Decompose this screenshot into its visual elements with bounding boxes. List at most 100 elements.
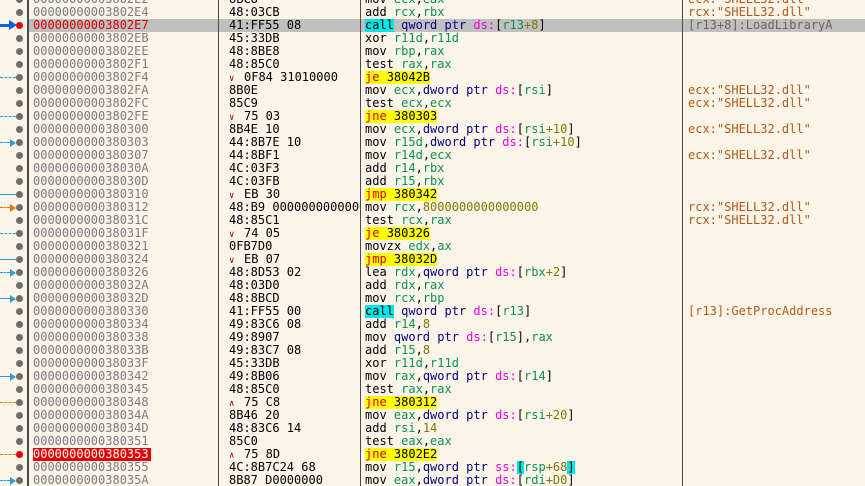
comment-cell[interactable] [683,175,865,188]
bytes-cell[interactable]: 44:8B7E 10 [219,136,361,149]
disasm-row[interactable]: 000000000038032D 48:8BCD mov rcx,rbp [0,292,865,305]
breakpoint-gutter[interactable] [0,149,29,162]
address-cell[interactable]: 0000000000380338 [29,331,219,344]
instruction-cell[interactable]: je 38042B [361,71,683,84]
breakpoint-slot-icon[interactable] [16,48,23,55]
comment-cell[interactable] [683,318,865,331]
comment-cell[interactable] [683,396,865,409]
instruction-cell[interactable]: add r15,8 [361,344,683,357]
bytes-cell[interactable]: 48:85C0 [219,58,361,71]
address-cell[interactable]: 000000000038030D [29,175,219,188]
breakpoint-slot-icon[interactable] [16,9,23,16]
address-cell[interactable]: 0000000000380321 [29,240,219,253]
bytes-cell[interactable]: 49:83C7 08 [219,344,361,357]
instruction-cell[interactable]: lea rdx,qword ptr ds:[rbx+2] [361,266,683,279]
address-cell[interactable]: 000000000038032D [29,292,219,305]
breakpoint-gutter[interactable] [0,227,29,240]
comment-cell[interactable] [683,266,865,279]
comment-cell[interactable] [683,370,865,383]
disasm-row[interactable]: 00000000003802F1 48:85C0 test rax,rax [0,58,865,71]
breakpoint-slot-icon[interactable] [16,74,23,81]
breakpoint-gutter[interactable] [0,318,29,331]
comment-cell[interactable] [683,45,865,58]
breakpoint-gutter[interactable] [0,448,29,461]
breakpoint-slot-icon[interactable] [16,373,23,380]
breakpoint-gutter[interactable] [0,32,29,45]
breakpoint-gutter[interactable] [0,279,29,292]
breakpoint-gutter[interactable] [0,58,29,71]
breakpoint-dot-icon[interactable] [16,451,23,458]
bytes-cell[interactable]: 48:83C6 14 [219,422,361,435]
instruction-cell[interactable]: je 380326 [361,227,683,240]
comment-cell[interactable] [683,344,865,357]
breakpoint-slot-icon[interactable] [16,152,23,159]
address-cell[interactable]: 0000000000380345 [29,383,219,396]
address-cell[interactable]: 00000000003802FA [29,84,219,97]
address-cell[interactable]: 0000000000380307 [29,149,219,162]
breakpoint-gutter[interactable] [0,84,29,97]
instruction-cell[interactable]: mov qword ptr ds:[r15],rax [361,331,683,344]
disasm-row[interactable]: 000000000038031C 48:85C1 test rcx,rax rcx:"… [0,214,865,227]
instruction-cell[interactable]: mov rcx,rbp [361,292,683,305]
instruction-cell[interactable]: jne 3802E2 [361,448,683,461]
comment-cell[interactable] [683,32,865,45]
address-cell[interactable]: 0000000000380342 [29,370,219,383]
bytes-cell[interactable]: 4C:03F3 [219,162,361,175]
address-cell[interactable]: 0000000000380312 [29,201,219,214]
bytes-cell[interactable]: 48:03D0 [219,279,361,292]
comment-cell[interactable] [683,292,865,305]
disasm-row[interactable]: 0000000000380342 49:8B06 mov rax,qword ptr… [0,370,865,383]
instruction-cell[interactable]: add r15,rbx [361,175,683,188]
breakpoint-slot-icon[interactable] [16,438,23,445]
instruction-cell[interactable]: mov r15d,dword ptr ds:[rsi+10] [361,136,683,149]
instruction-cell[interactable]: mov eax,dword ptr ds:[rsi+20] [361,409,683,422]
comment-cell[interactable] [683,71,865,84]
address-cell[interactable]: 0000000000380353 [29,448,219,461]
breakpoint-slot-icon[interactable] [16,191,23,198]
breakpoint-slot-icon[interactable] [16,347,23,354]
bytes-cell[interactable]: 8B4E 10 [219,123,361,136]
disasm-row[interactable]: 0000000000380324 ∨ EB 07 jmp 38032D [0,253,865,266]
disasm-row[interactable]: 000000000038030D 4C:03FB add r15,rbx [0,175,865,188]
bytes-cell[interactable]: ∨ EB 07 [219,253,361,266]
instruction-cell[interactable]: call qword ptr ds:[r13] [361,305,683,318]
bytes-cell[interactable]: 8BC8 [219,0,361,6]
disasm-row[interactable]: 0000000000380307 44:8BF1 mov r14d,ecx ecx:"… [0,149,865,162]
breakpoint-gutter[interactable] [0,188,29,201]
instruction-cell[interactable]: mov rbp,rax [361,45,683,58]
instruction-cell[interactable]: test rcx,rax [361,214,683,227]
breakpoint-gutter[interactable] [0,331,29,344]
comment-cell[interactable] [683,422,865,435]
address-cell[interactable]: 00000000003802F4 [29,71,219,84]
disasm-row[interactable]: 0000000000380321 0FB7D0 movzx edx,ax [0,240,865,253]
disasm-row[interactable]: 0000000000380300 8B4E 10 mov ecx,dword ptr… [0,123,865,136]
bytes-cell[interactable]: 4C:03FB [219,175,361,188]
address-cell[interactable]: 0000000000380348 [29,396,219,409]
comment-cell[interactable] [683,383,865,396]
breakpoint-slot-icon[interactable] [16,295,23,302]
disasm-row[interactable]: 00000000003802E4 48:03CB add rcx,rbx rcx:"S… [0,6,865,19]
disasm-row[interactable]: 00000000003802FA 8B0E mov ecx,dword ptr ds… [0,84,865,97]
comment-cell[interactable] [683,136,865,149]
bytes-cell[interactable]: 8B46 20 [219,409,361,422]
address-cell[interactable]: 0000000000380324 [29,253,219,266]
bytes-cell[interactable]: 48:B9 0000000000000008 [219,201,361,214]
instruction-cell[interactable]: mov rcx,8000000000000000 [361,201,683,214]
disasm-row[interactable]: 00000000003802FE ∨ 75 03 jne 380303 [0,110,865,123]
instruction-cell[interactable]: mov r14d,ecx [361,149,683,162]
address-cell[interactable]: 00000000003802FE [29,110,219,123]
breakpoint-gutter[interactable] [0,6,29,19]
breakpoint-gutter[interactable] [0,409,29,422]
instruction-cell[interactable]: test ecx,ecx [361,97,683,110]
address-cell[interactable]: 00000000003802EE [29,45,219,58]
breakpoint-slot-icon[interactable] [16,282,23,289]
instruction-cell[interactable]: mov ecx,eax [361,0,683,6]
comment-cell[interactable] [683,240,865,253]
comment-cell[interactable]: ecx:"SHELL32.dll" [688,149,811,162]
breakpoint-slot-icon[interactable] [16,0,23,3]
address-cell[interactable]: 0000000000380334 [29,318,219,331]
breakpoint-gutter[interactable] [0,0,29,6]
bytes-cell[interactable]: 49:83C6 08 [219,318,361,331]
breakpoint-slot-icon[interactable] [16,308,23,315]
breakpoint-slot-icon[interactable] [16,230,23,237]
